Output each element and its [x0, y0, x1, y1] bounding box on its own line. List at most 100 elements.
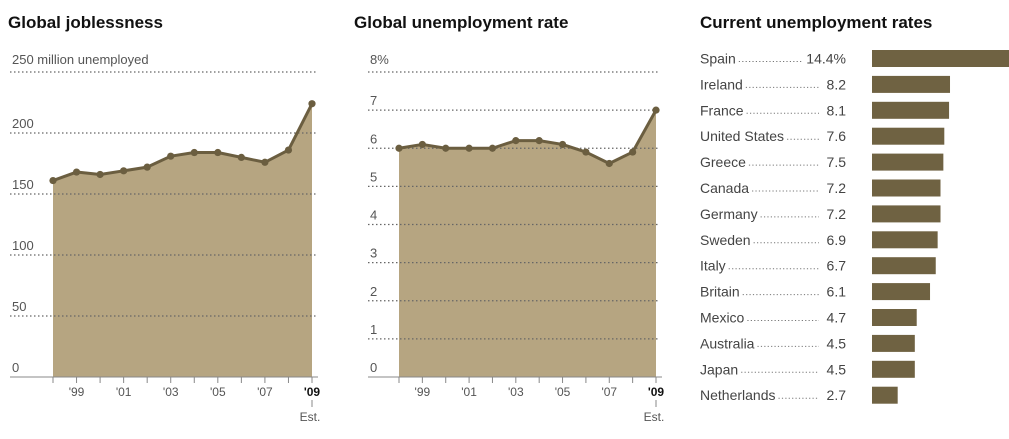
y-tick-label: 1	[370, 322, 377, 337]
chart-title: Global unemployment rate	[354, 13, 568, 32]
y-tick-label: 150	[12, 177, 34, 192]
y-tick-label: 100	[12, 238, 34, 253]
bar-value-label: 6.1	[827, 284, 847, 300]
series-line	[52, 103, 314, 182]
global-unemployment-rate-chart: Global unemployment rate 8% 0 1 2 3 4 5 6 7 '99 '…	[354, 13, 664, 424]
bar-value-label: 7.6	[827, 128, 847, 144]
y-tick-label: 3	[370, 246, 377, 261]
data-point	[605, 159, 613, 168]
x-tick-label: '05	[555, 385, 571, 399]
bar	[872, 101, 950, 119]
data-point	[558, 140, 567, 149]
data-point	[237, 153, 245, 161]
y-tick-label: 50	[12, 299, 26, 314]
bar-value-label: 7.2	[827, 180, 847, 196]
bar	[872, 75, 951, 93]
bar	[872, 153, 944, 171]
bar-value-label: 4.5	[827, 361, 847, 377]
data-point	[261, 158, 269, 166]
bar	[872, 205, 941, 223]
x-tick-label: '05	[210, 385, 226, 399]
bar-category-label: Germany	[700, 206, 758, 222]
data-point	[284, 146, 293, 154]
x-tick-label: '03	[508, 385, 524, 399]
x-tick-label: '09	[648, 385, 665, 399]
bar	[872, 360, 915, 378]
x-tick-label: '99	[69, 385, 85, 399]
bar-category-label: Canada	[700, 180, 749, 196]
bar	[872, 231, 938, 249]
y-tick-label: 200	[12, 116, 34, 131]
y-tick-label: 5	[370, 169, 377, 184]
data-point	[190, 148, 198, 157]
bar-category-label: Netherlands	[700, 387, 776, 403]
data-point	[395, 144, 403, 152]
bar	[872, 334, 915, 352]
y-tick-label: 4	[370, 208, 377, 223]
bar-category-label: United States	[700, 128, 784, 144]
data-point	[96, 170, 104, 179]
chart-title: Global joblessness	[8, 13, 163, 32]
y-axis-label: 250 million unemployed	[12, 52, 149, 67]
est-label: Est.	[644, 410, 665, 424]
bar-value-label: 8.2	[827, 76, 847, 92]
data-point	[535, 137, 543, 145]
bar	[872, 283, 931, 301]
y-tick-label: 7	[370, 93, 377, 108]
bar-category-label: France	[700, 102, 744, 118]
x-tick-label: '03	[163, 385, 179, 399]
data-point	[308, 100, 316, 108]
y-tick-label: 0	[12, 360, 19, 375]
data-point	[214, 148, 222, 157]
y-tick-label: 6	[370, 131, 377, 146]
global-joblessness-chart: Global joblessness 250 million unemploye…	[8, 13, 320, 424]
bar	[872, 386, 898, 404]
data-point	[488, 144, 497, 152]
data-point	[72, 168, 81, 176]
area-fill	[53, 103, 312, 377]
data-point	[465, 144, 473, 152]
bar-value-label: 7.2	[827, 206, 847, 222]
current-unemployment-rates-chart: Current unemployment rates Spain 14.4% Ire…	[700, 13, 1009, 404]
data-point	[582, 148, 590, 156]
x-tick-label: '07	[257, 385, 273, 399]
bar-category-label: Spain	[700, 51, 736, 67]
data-point	[120, 167, 128, 175]
data-point	[49, 176, 57, 185]
data-point	[442, 144, 450, 152]
x-tick-label: '99	[415, 385, 431, 399]
bar	[872, 257, 936, 275]
data-point	[512, 137, 520, 145]
x-tick-label: '01	[461, 385, 477, 399]
bar-category-label: Australia	[700, 335, 755, 351]
bar-value-label: 8.1	[827, 102, 847, 118]
x-tick-label: '01	[116, 385, 132, 399]
bar-category-label: Mexico	[700, 310, 745, 326]
bar-category-label: Italy	[700, 258, 726, 274]
y-tick-label: 2	[370, 284, 377, 299]
bar-value-label: 2.7	[827, 387, 847, 403]
series-line	[398, 109, 658, 165]
bar-category-label: Ireland	[700, 76, 743, 92]
bar-value-label: 7.5	[827, 154, 847, 170]
bar-value-label: 14.4%	[806, 51, 846, 67]
bar-value-label: 6.7	[827, 258, 847, 274]
bar	[872, 309, 917, 326]
bar-value-label: 4.5	[827, 335, 847, 351]
bar	[872, 50, 1009, 67]
bar-category-label: Greece	[700, 154, 746, 170]
bar-category-label: Japan	[700, 361, 738, 377]
data-point	[167, 152, 175, 160]
bar-value-label: 4.7	[827, 310, 847, 326]
bar-category-label: Sweden	[700, 232, 751, 248]
bar-value-label: 6.9	[827, 232, 847, 248]
y-tick-label: 0	[370, 360, 377, 375]
data-point	[418, 140, 426, 149]
chart-title: Current unemployment rates	[700, 13, 932, 32]
est-label: Est.	[300, 410, 321, 424]
bar	[872, 179, 941, 197]
x-tick-label: '09	[304, 385, 321, 399]
data-point	[629, 148, 637, 156]
bar	[872, 127, 945, 145]
